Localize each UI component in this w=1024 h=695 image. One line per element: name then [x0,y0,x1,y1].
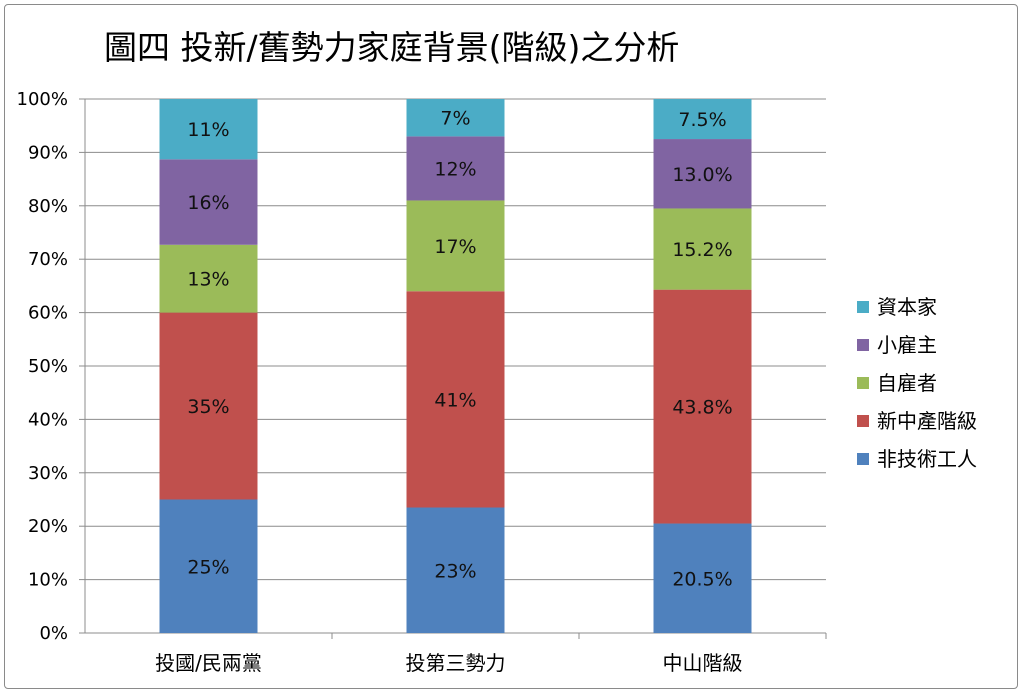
bar-segment [159,499,258,633]
x-category-label: 中山階級 [663,651,743,675]
data-label: 7.5% [678,109,726,131]
bar-segment [159,244,258,313]
bar-segment [159,312,258,500]
bar-segment [653,289,752,524]
data-label: 20.5% [672,568,732,590]
bar-segment [406,136,505,201]
legend-label: 小雇主 [877,333,937,357]
bar-segment [406,99,505,137]
bar-segment [653,208,752,290]
segment-labels: 25% 35% 13% 16% 11% 23% 41% 17% 12% 7% 20.5% 43.8% 1… [187,108,732,591]
legend-swatch [857,339,869,351]
y-tick-label: 90% [28,142,68,163]
bar-segment [159,99,258,160]
bar-segment [406,291,505,508]
y-tick-label: 0% [39,623,68,644]
bar-segment [406,507,505,633]
bar-segment [406,200,505,292]
x-category-label: 投第三勢力 [406,651,506,675]
legend-label: 自雇者 [877,371,937,395]
x-category-label: 投國/民兩黨 [155,651,262,675]
bar-segment [653,99,752,140]
data-label: 23% [434,560,476,582]
y-tick-label: 100% [17,89,68,110]
y-tick-label: 70% [28,249,68,270]
y-tick-label: 10% [28,570,68,591]
legend-swatch [857,453,869,465]
y-tick-label: 30% [28,463,68,484]
legend-swatch [857,377,869,389]
y-tick-label: 50% [28,356,68,377]
data-label: 13% [187,269,229,291]
x-axis-categories: 投國/民兩黨 投第三勢力 中山階級 [155,651,742,675]
y-axis-ticks: 0% 10% 20% 30% 40% 50% 60% 70% 80% 90% 100% [17,89,68,644]
legend-swatch [857,415,869,427]
legend-label: 新中產階級 [877,409,977,433]
data-label: 43.8% [672,397,732,419]
y-tick-label: 60% [28,303,68,324]
chart-title: 圖四 投新/舊勢力家庭背景(階級)之分析 [104,28,679,67]
bar-segment [653,139,752,209]
legend-swatch [857,301,869,313]
data-label: 13.0% [672,164,732,186]
bar-segment [653,523,752,633]
bars [159,99,752,633]
data-label: 15.2% [672,239,732,261]
y-tick-label: 20% [28,516,68,537]
data-label: 35% [187,396,229,418]
data-label: 16% [187,192,229,214]
data-label: 11% [187,119,229,141]
data-label: 17% [434,236,476,258]
data-label: 25% [187,556,229,578]
legend-label: 資本家 [877,295,937,319]
bar-segment [159,159,258,245]
y-tick-label: 40% [28,409,68,430]
data-label: 7% [440,108,470,130]
y-tick-label: 80% [28,196,68,217]
data-label: 41% [434,389,476,411]
legend-label: 非技術工人 [877,447,977,471]
data-label: 12% [434,158,476,180]
